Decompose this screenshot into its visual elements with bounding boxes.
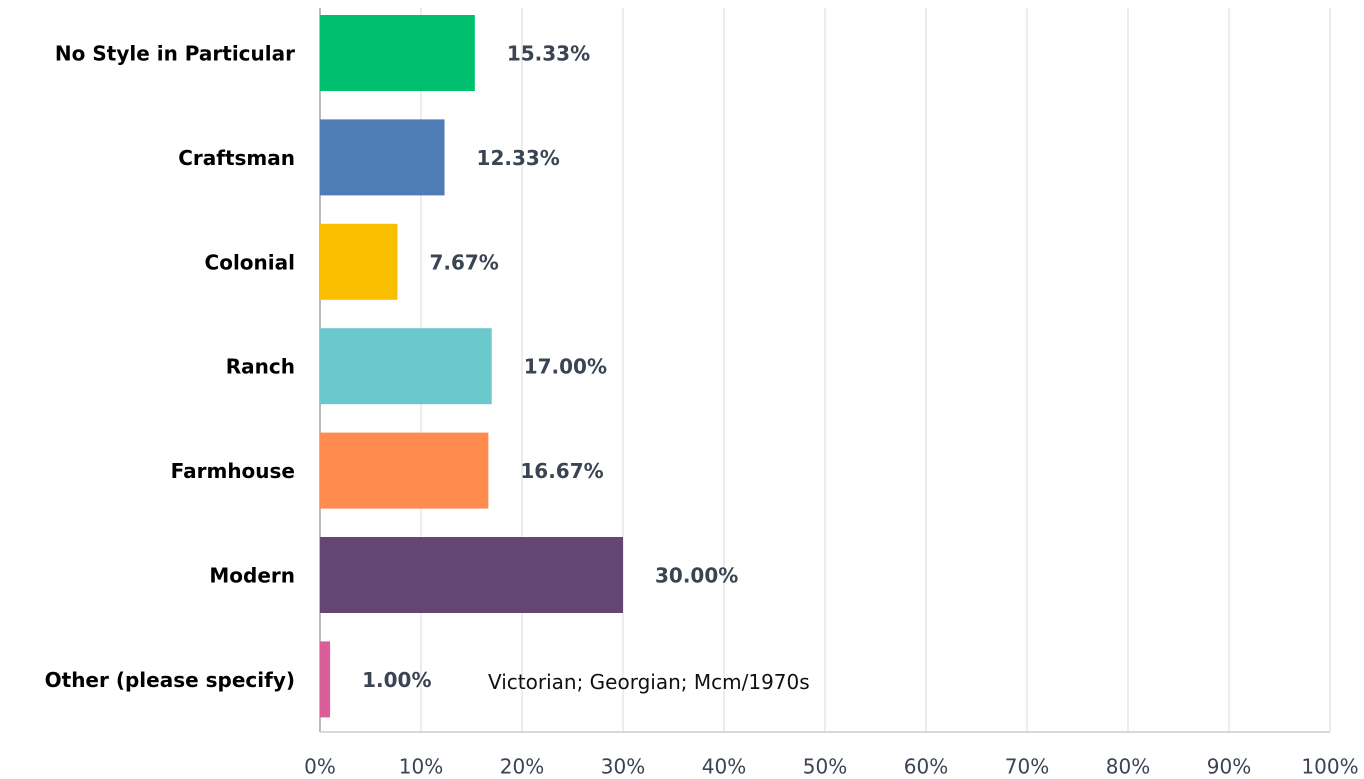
bar <box>320 223 398 300</box>
bar <box>320 641 331 718</box>
bar <box>320 15 475 91</box>
category-label: No Style in Particular <box>55 42 295 66</box>
category-label: Modern <box>209 564 295 588</box>
x-tick-label: 10% <box>399 755 443 779</box>
x-tick-label: 40% <box>702 755 746 779</box>
value-label: 16.67% <box>520 459 603 483</box>
category-label: Craftsman <box>178 146 295 170</box>
category-label: Farmhouse <box>171 459 295 483</box>
x-tick-label: 90% <box>1207 755 1251 779</box>
category-label: Ranch <box>226 355 295 379</box>
x-tick-label: 100% <box>1301 755 1358 779</box>
value-label: 17.00% <box>524 355 607 379</box>
x-tick-label: 20% <box>500 755 544 779</box>
bar <box>320 119 445 196</box>
x-tick-label: 80% <box>1106 755 1150 779</box>
x-tick-label: 0% <box>304 755 336 779</box>
annotation: Victorian; Georgian; Mcm/1970s <box>488 670 810 694</box>
bar <box>320 537 623 613</box>
bar <box>320 328 492 405</box>
value-label: 12.33% <box>477 146 560 170</box>
value-label: 1.00% <box>362 668 431 692</box>
x-tick-label: 70% <box>1005 755 1049 779</box>
value-label: 30.00% <box>655 564 738 588</box>
x-tick-label: 30% <box>601 755 645 779</box>
category-label: Colonial <box>205 250 295 274</box>
category-label: Other (please specify) <box>45 668 295 692</box>
x-tick-label: 50% <box>803 755 847 779</box>
value-label: 15.33% <box>507 42 590 66</box>
x-tick-label: 60% <box>904 755 948 779</box>
bar <box>320 432 489 509</box>
value-label: 7.67% <box>429 250 498 274</box>
